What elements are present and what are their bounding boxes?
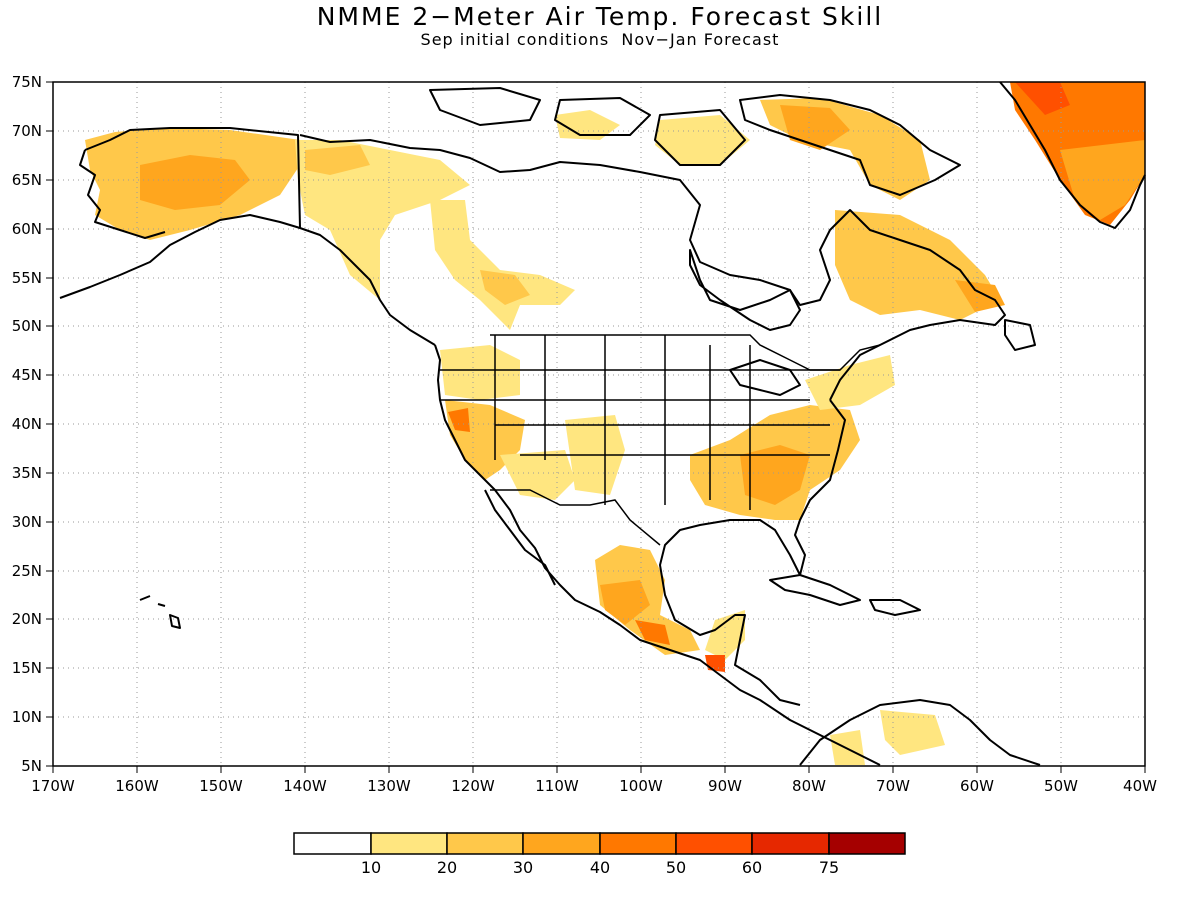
lat-tick-label: 45N [12,366,42,384]
shade-greenland-south [1060,140,1145,220]
lon-axis: 170W 160W 150W 140W 130W 120W 110W 100W … [31,766,1157,795]
lon-tick-label: 70W [876,777,910,795]
colorbar-label: 75 [819,858,839,877]
lon-tick-label: 110W [535,777,579,795]
lon-tick-label: 80W [792,777,826,795]
lat-tick-label: 10N [12,708,42,726]
border-state-a [494,335,751,510]
shade-venezuela [880,710,945,755]
coast-alaska-bering [79,149,166,239]
shade-alaska-core [140,155,250,210]
lon-tick-label: 130W [367,777,411,795]
coast-newfoundland [1004,319,1036,351]
coast-hudson-bay [689,249,801,331]
colorbar-label: 40 [590,858,610,877]
colorbar: 10 20 30 40 50 60 75 [293,832,906,877]
colorbar-swatch [751,832,830,855]
lon-tick-label: 90W [708,777,742,795]
colorbar-label: 50 [666,858,686,877]
colorbar-swatch [522,832,601,855]
coast-hawaii [139,595,181,629]
border-us-canada [490,334,881,371]
shade-guatemala-hot [705,655,725,672]
shade-northeast [805,355,895,410]
coast-baja [484,489,556,586]
lat-axis: 75N 70N 65N 60N 55N 50N 45N 40N 35N 30N … [12,73,53,775]
coast-great-lakes [729,359,801,396]
lon-tick-label: 120W [451,777,495,795]
chart-subtitle: Sep initial conditions Nov−Jan Forecast [420,30,780,49]
coast-alaska [84,127,436,346]
lon-tick-label: 50W [1044,777,1078,795]
colorbar-label: 60 [742,858,762,877]
coast-pacific [434,344,881,766]
shade-colombia [830,730,865,765]
shade-nwt-core [480,270,530,305]
border-us-mexico [490,489,661,546]
shade-pacific-nw [440,345,520,400]
colorbar-swatch [293,832,372,855]
skill-shading [85,82,1145,765]
shade-mexico-core [600,580,650,625]
coast-arctic-islands-c [654,109,746,166]
colorbar-swatch [446,832,524,855]
coast-south-america [799,699,1041,766]
lat-tick-label: 55N [12,269,42,287]
lat-tick-label: 25N [12,562,42,580]
colorbar-swatch [675,832,753,855]
colorbar-label: 20 [437,858,457,877]
lat-tick-label: 75N [12,73,42,91]
lat-tick-label: 40N [12,415,42,433]
coast-arctic-islands-b [554,97,651,136]
colorbar-label: 10 [361,858,381,877]
coast-arctic-canada [299,134,1006,401]
shade-quebec [835,210,1000,320]
lat-tick-label: 30N [12,513,42,531]
border-state-b [440,369,840,456]
lat-tick-label: 50N [12,317,42,335]
lon-tick-label: 150W [199,777,243,795]
shade-nwt [430,200,575,330]
colorbar-swatch [370,832,448,855]
shade-arizona [500,450,575,500]
lat-tick-label: 65N [12,171,42,189]
lon-tick-label: 160W [115,777,159,795]
colorbar-swatch [599,832,677,855]
coast-hispaniola [869,599,921,616]
shade-yucatan [705,610,745,660]
coast-arctic-islands-a [429,87,541,126]
shade-mexico-hot [635,620,670,645]
lat-tick-label: 60N [12,220,42,238]
chart-title: NMME 2−Meter Air Temp. Forecast Skill [316,2,884,31]
coast-cuba [769,574,861,606]
shade-greenland-hot [1015,82,1070,115]
political-borders [440,334,881,546]
lon-tick-label: 140W [283,777,327,795]
coast-baffin [739,94,961,196]
lat-tick-label: 15N [12,659,42,677]
shade-arctic-b [655,115,750,165]
shade-arctic-a [555,110,620,140]
colorbar-label: 30 [513,858,533,877]
lon-tick-label: 170W [31,777,75,795]
coast-alaska-west [59,214,301,299]
lat-tick-label: 20N [12,610,42,628]
coastlines [59,81,1146,766]
shade-quebec-core [955,280,1005,312]
grid-lines [53,82,1145,766]
coast-gulf [659,399,846,706]
lat-tick-label: 70N [12,122,42,140]
coast-greenland [999,81,1146,229]
shade-yukon-pocket [305,145,370,175]
lon-tick-label: 60W [960,777,994,795]
lat-tick-label: 35N [12,464,42,482]
lon-tick-label: 40W [1123,777,1157,795]
lat-tick-label: 5N [21,757,42,775]
lon-tick-label: 100W [619,777,663,795]
shade-southeast-core [740,445,810,505]
shade-california-hot [448,408,470,432]
colorbar-swatch [828,832,906,855]
